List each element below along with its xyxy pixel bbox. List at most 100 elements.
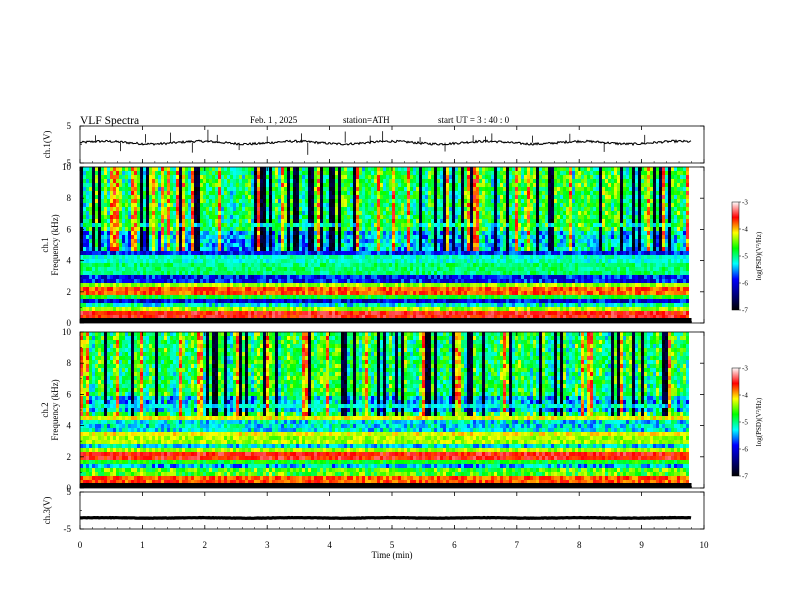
spectrogram-cell	[644, 259, 647, 263]
spectrogram-cell	[458, 207, 461, 211]
spectrogram-cell	[428, 255, 431, 259]
spectrogram-cell	[518, 191, 521, 195]
spectrogram-cell	[404, 171, 407, 175]
spectrogram-cell	[641, 191, 644, 195]
spectrogram-cell	[644, 179, 647, 183]
spectrogram-cell	[401, 243, 404, 247]
spectrogram-cell	[425, 243, 428, 247]
spectrogram-cell	[557, 203, 560, 207]
spectrogram-cell	[356, 211, 359, 215]
spectrogram-cell	[329, 195, 332, 199]
spectrogram-cell	[533, 187, 536, 191]
spectrogram-cell	[482, 175, 485, 179]
spectrogram-cell	[152, 167, 155, 171]
spectrogram-cell	[455, 235, 458, 239]
spectrogram-cell	[503, 239, 506, 243]
spectrogram-cell	[638, 219, 641, 223]
spectrogram-cell	[578, 187, 581, 191]
spectrogram-cell	[119, 179, 122, 183]
spectrogram-cell	[392, 199, 395, 203]
spectrogram-cell	[557, 247, 560, 251]
spectrogram-cell	[632, 227, 635, 231]
spectrogram-cell	[593, 231, 596, 235]
spectrogram-cell	[101, 167, 104, 171]
spectrogram-cell	[521, 199, 524, 203]
spectrogram-cell	[596, 235, 599, 239]
spectrogram-cell	[272, 231, 275, 235]
spectrogram-cell	[299, 167, 302, 171]
spectrogram-cell	[353, 231, 356, 235]
spectrogram-cell	[245, 183, 248, 187]
spectrogram-cell	[230, 179, 233, 183]
spectrogram-cell	[86, 231, 89, 235]
spectrogram-cell	[278, 195, 281, 199]
spectrogram-cell	[548, 171, 551, 175]
spectrogram-cell	[527, 231, 530, 235]
spectrogram-cell	[332, 175, 335, 179]
spectrogram-cell	[197, 187, 200, 191]
spectrogram-cell	[230, 239, 233, 243]
spectrogram-cell	[242, 175, 245, 179]
spectrogram-cell	[491, 235, 494, 239]
spectrogram-cell	[92, 263, 95, 267]
spectrogram-cell	[140, 207, 143, 211]
spectrogram-cell	[566, 235, 569, 239]
spectrogram-cell	[461, 211, 464, 215]
spectrogram-cell	[113, 175, 116, 179]
spectrogram-cell	[260, 259, 263, 263]
spectrogram-cell	[503, 251, 506, 255]
spectrogram-cell	[137, 187, 140, 191]
spectrogram-cell	[494, 239, 497, 243]
spectrogram-cell	[629, 207, 632, 211]
spectrogram-cell	[275, 255, 278, 259]
spectrogram-cell	[269, 187, 272, 191]
spectrogram-cell	[632, 175, 635, 179]
spectrogram-cell	[335, 187, 338, 191]
spectrogram-cell	[338, 223, 341, 227]
spectrogram-cell	[428, 203, 431, 207]
spectrogram-cell	[302, 223, 305, 227]
spectrogram-cell	[272, 235, 275, 239]
spectrogram-cell	[122, 207, 125, 211]
spectrogram-cell	[494, 247, 497, 251]
spectrogram-cell	[95, 251, 98, 255]
spectrogram-cell	[608, 211, 611, 215]
spectrogram-cell	[185, 191, 188, 195]
spectrogram-cell	[194, 235, 197, 239]
spectrogram-cell	[350, 211, 353, 215]
spectrogram-cell	[572, 191, 575, 195]
spectrogram-cell	[89, 187, 92, 191]
spectrogram-cell	[335, 179, 338, 183]
spectrogram-cell	[578, 191, 581, 195]
spectrogram-cell	[644, 187, 647, 191]
spectrogram-cell	[476, 175, 479, 179]
spectrogram-cell	[296, 235, 299, 239]
spectrogram-cell	[323, 187, 326, 191]
spectrogram-cell	[134, 227, 137, 231]
spectrogram-cell	[440, 207, 443, 211]
spectrogram-cell	[545, 235, 548, 239]
spectrogram-cell	[590, 259, 593, 263]
spectrogram-cell	[317, 223, 320, 227]
spectrogram-cell	[431, 211, 434, 215]
spectrogram-cell	[635, 187, 638, 191]
spectrogram-cell	[110, 187, 113, 191]
spectrogram-cell	[182, 195, 185, 199]
spectrogram-cell	[473, 235, 476, 239]
spectrogram-cell	[455, 247, 458, 251]
spectrogram-cell	[200, 255, 203, 259]
spectrogram-cell	[473, 259, 476, 263]
spectrogram-cell	[581, 183, 584, 187]
spectrogram-cell	[446, 251, 449, 255]
spectrogram-cell	[623, 251, 626, 255]
spectrogram-cell	[494, 243, 497, 247]
spectrogram-cell	[200, 211, 203, 215]
spectrogram-cell	[563, 175, 566, 179]
spectrogram-cell	[386, 199, 389, 203]
spectrogram-cell	[488, 227, 491, 231]
spectrogram-cell	[500, 171, 503, 175]
spectrogram-cell	[527, 243, 530, 247]
spectrogram-cell	[536, 239, 539, 243]
spectrogram-cell	[584, 223, 587, 227]
spectrogram-cell	[341, 247, 344, 251]
